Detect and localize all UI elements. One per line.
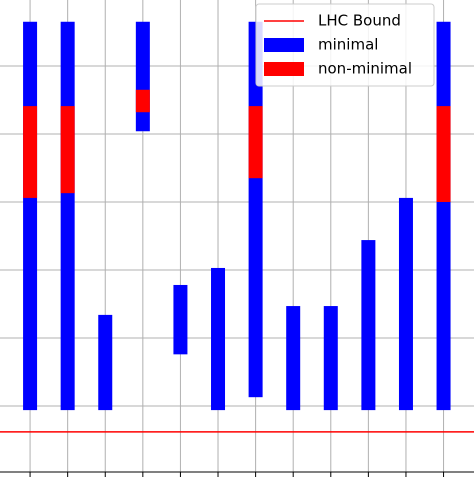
range-bar [436,106,451,202]
range-bar [173,284,188,355]
range-bar [60,21,75,411]
range-bar [23,106,38,198]
range-bar [436,21,451,411]
legend-patch [264,62,304,76]
range-bar [60,106,75,194]
legend-label: non-minimal [318,60,412,78]
range-bar [398,197,413,411]
range-bar [135,21,150,132]
legend-patch [264,38,304,52]
range-bar [323,306,338,411]
range-bar [135,89,150,113]
range-bar [248,106,263,179]
range-bar [211,267,226,411]
range-bar [98,314,113,411]
legend-label: LHC Bound [318,12,401,30]
legend-label: minimal [318,36,378,54]
range-bar [286,306,301,411]
range-bar [361,240,376,411]
range-bar [23,21,38,411]
